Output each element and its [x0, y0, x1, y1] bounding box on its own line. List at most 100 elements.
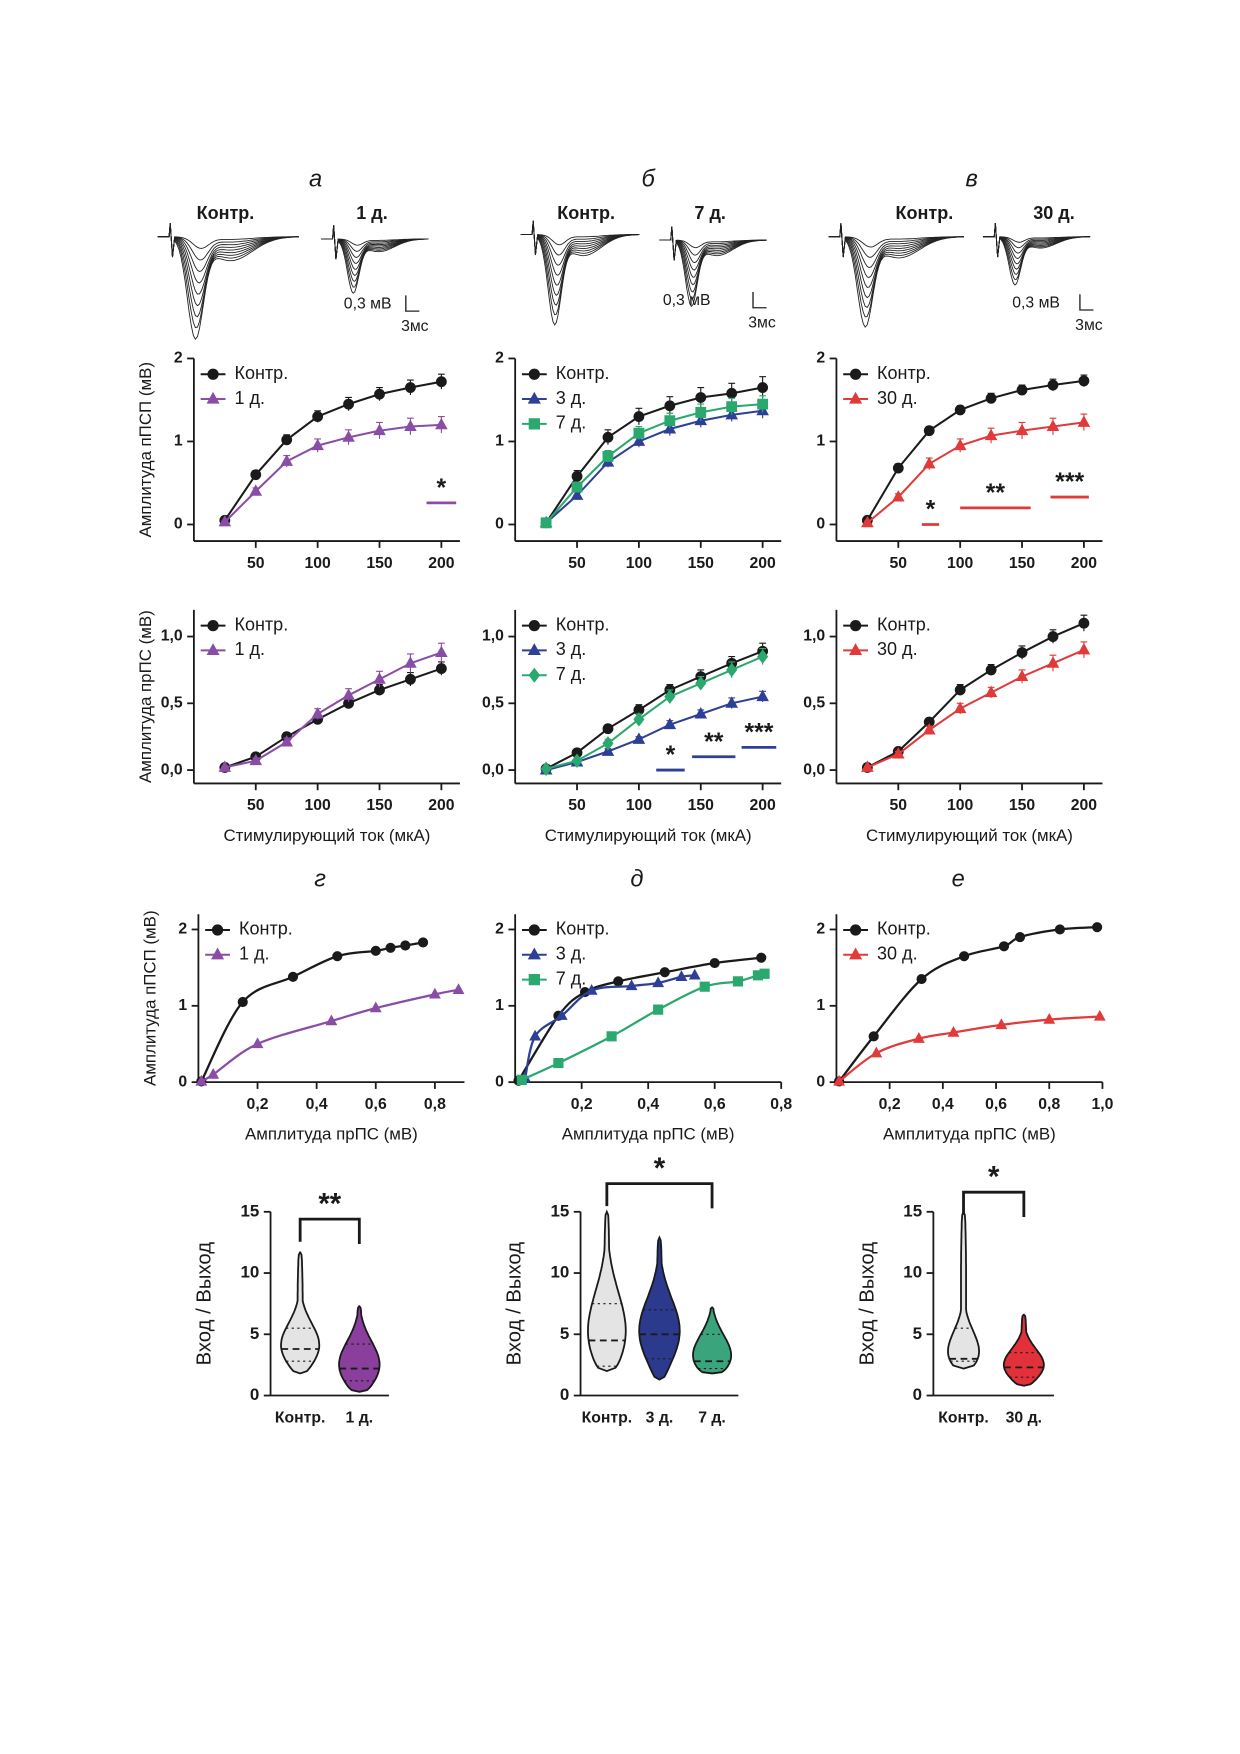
trace	[982, 223, 1091, 275]
trace-label: Контр.	[557, 203, 615, 223]
trace-label: 7 д.	[694, 203, 725, 223]
trace	[157, 223, 299, 340]
trace	[659, 226, 767, 300]
data-point	[861, 515, 874, 528]
data-point	[342, 430, 355, 442]
x-tick-label: 100	[626, 555, 653, 572]
legend-label: 30 д.	[877, 944, 918, 964]
legend-label: 30 д.	[877, 639, 918, 659]
legend-label: Контр.	[556, 614, 610, 634]
x-tick-label: 50	[247, 555, 265, 572]
data-point	[868, 1031, 879, 1042]
series-line	[545, 655, 764, 770]
trace-label: 30 д.	[1033, 203, 1075, 223]
significance-bracket	[962, 1190, 1026, 1217]
y-tick-label: 2	[495, 921, 504, 938]
data-point	[1046, 419, 1060, 431]
legend-label: Контр.	[877, 363, 931, 383]
data-point	[602, 736, 614, 751]
data-point	[540, 761, 552, 776]
x-tick-label: 3 д.	[646, 1409, 674, 1426]
y-tick-label: 1	[178, 997, 187, 1014]
data-point	[1093, 1009, 1106, 1021]
data-point	[281, 434, 293, 446]
trace	[321, 225, 429, 294]
data-point	[757, 649, 769, 664]
data-point	[207, 1067, 220, 1079]
data-point	[688, 968, 701, 980]
x-axis-label: Амплитуда прПС (мВ)	[562, 1125, 735, 1144]
data-point	[287, 971, 299, 982]
x-tick-label: 100	[947, 797, 974, 814]
data-point	[985, 392, 997, 404]
x-tick-label: 200	[1071, 797, 1098, 814]
legend-label: Контр.	[556, 919, 610, 939]
y-axis-label: Амплитуда пПСП (мВ)	[141, 910, 160, 1086]
data-point	[373, 423, 386, 436]
significance-label: *	[926, 496, 936, 523]
data-point	[555, 1009, 568, 1020]
legend-label: 3 д.	[556, 639, 587, 659]
data-point	[602, 451, 614, 462]
scale-y-label: 0,3 мВ	[1012, 294, 1060, 311]
fit-curve	[200, 941, 424, 1082]
significance-label: *	[988, 1160, 1000, 1193]
x-axis-label: Амплитуда прПС (мВ)	[245, 1125, 418, 1144]
legend-label: Контр.	[556, 363, 610, 383]
data-point	[332, 951, 343, 962]
y-tick-label: 1	[816, 997, 825, 1014]
legend-marker	[849, 368, 862, 380]
data-point	[516, 1074, 527, 1085]
data-point	[1092, 922, 1103, 933]
data-point	[404, 419, 417, 431]
legend-label: Контр.	[239, 919, 293, 939]
data-point	[625, 979, 638, 991]
legend-label: 3 д.	[556, 944, 587, 964]
violin	[338, 1305, 381, 1393]
panel-letter: в	[966, 167, 978, 193]
data-point	[369, 1001, 382, 1013]
data-point	[540, 517, 552, 529]
trace	[520, 220, 640, 326]
x-tick-label: 0,2	[247, 1096, 269, 1113]
data-point	[756, 689, 769, 702]
violin	[692, 1306, 733, 1375]
data-point	[1046, 656, 1060, 668]
legend-marker	[528, 924, 540, 936]
data-point	[756, 952, 767, 963]
y-tick-label: 0	[816, 516, 825, 533]
data-point	[998, 941, 1010, 952]
x-axis-label: Амплитуда прПС (мВ)	[883, 1125, 1056, 1144]
violin	[1002, 1313, 1045, 1387]
y-tick-label: 1	[495, 433, 504, 450]
data-point	[405, 382, 416, 393]
scale-y-label: 0,3 мВ	[663, 292, 711, 309]
legend-label: 3 д.	[556, 388, 587, 408]
data-point	[984, 685, 998, 698]
data-point	[1077, 415, 1091, 427]
data-point	[218, 515, 232, 527]
data-point	[602, 431, 614, 443]
trace-label: Контр.	[197, 203, 255, 223]
data-point	[633, 427, 645, 439]
legend-label: Контр.	[234, 614, 288, 634]
y-axis-label: Вход / Выход	[504, 1242, 526, 1366]
y-tick-label: 0	[913, 1385, 922, 1404]
violin	[587, 1209, 627, 1373]
y-tick-label: 2	[174, 350, 183, 367]
data-point	[280, 454, 293, 466]
y-tick-label: 5	[250, 1324, 259, 1343]
legend-marker	[527, 947, 541, 960]
x-tick-label: Контр.	[938, 1409, 989, 1426]
trace	[321, 225, 429, 282]
data-point	[664, 689, 676, 704]
y-tick-label: 0,0	[482, 761, 504, 778]
scale-x-label: 3мс	[401, 318, 429, 335]
data-point	[428, 987, 441, 999]
y-tick-label: 0,5	[803, 694, 825, 711]
data-point	[553, 1058, 564, 1069]
y-axis-label: Амплитуда пПСП (мВ)	[136, 362, 155, 538]
y-tick-label: 15	[903, 1201, 922, 1220]
x-tick-label: 0,8	[770, 1096, 792, 1113]
